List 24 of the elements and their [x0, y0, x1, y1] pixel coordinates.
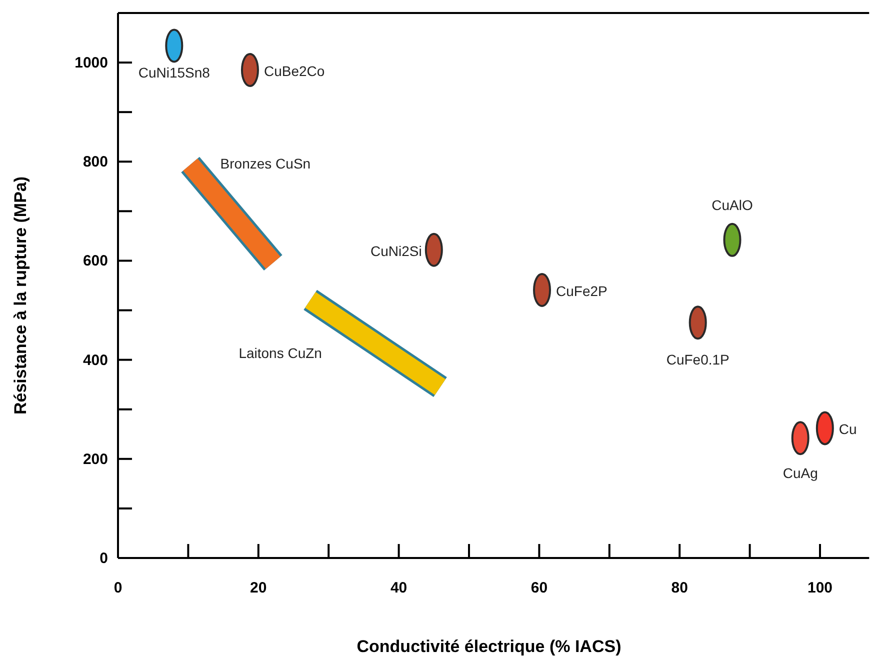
y-tick-label: 400 [82, 352, 108, 369]
series-label: CuFe0.1P [666, 352, 730, 368]
series-label: CuAlO [712, 196, 753, 213]
series-label: CuNi15Sn8 [138, 64, 210, 81]
y-tick-label: 0 [100, 550, 108, 567]
series-label: CuFe2P [556, 282, 608, 299]
x-tick-label: 100 [807, 580, 833, 597]
x-tick-label: 20 [250, 580, 267, 597]
x-axis-title: Conductivité électrique (% IACS) [356, 637, 622, 656]
y-axis-title: Résistance à la rupture (MPa) [11, 176, 30, 415]
series-label: CuNi2Si [370, 242, 422, 259]
text: Laitons CuZn [238, 344, 322, 361]
x-tick-label: 80 [671, 580, 688, 597]
x-tick-label: 40 [390, 580, 408, 597]
y-tick-label: 200 [82, 450, 108, 468]
series-label: CuAg [782, 465, 818, 482]
y-tick-label: 1000 [74, 54, 108, 72]
series-label: Cu [838, 421, 857, 438]
x-tick-label: 60 [530, 580, 548, 597]
y-tick-label: 800 [82, 154, 108, 171]
x-tick-label: 0 [114, 580, 122, 597]
series-label: Bronzes CuSn [220, 156, 311, 172]
series-label: CuBe2Co [264, 62, 325, 79]
y-tick-label: 600 [82, 252, 108, 270]
